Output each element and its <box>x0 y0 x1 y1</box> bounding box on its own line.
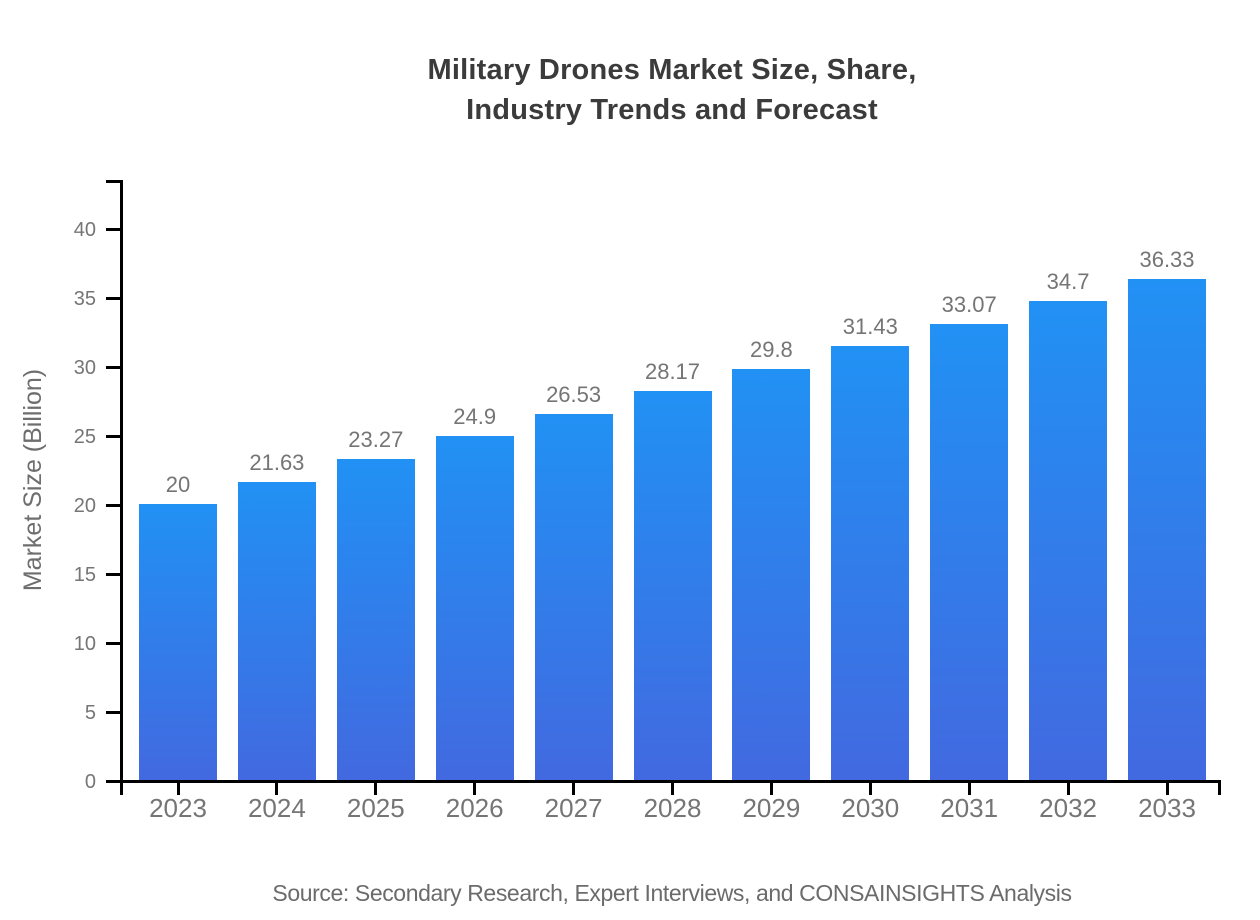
x-tick-label: 2023 <box>149 793 207 823</box>
bar-2026 <box>435 436 514 780</box>
y-axis-title: Market Size (Billion) <box>19 368 47 592</box>
x-tick <box>374 783 378 795</box>
bar-value-label: 21.63 <box>249 449 305 475</box>
x-tick-label: 2033 <box>1138 793 1196 823</box>
y-tick <box>106 435 120 438</box>
source-caption: Source: Secondary Research, Expert Inter… <box>272 880 1072 906</box>
y-tick <box>106 642 120 645</box>
y-tick-label: 40 <box>73 218 96 241</box>
bar-value-label: 29.8 <box>749 336 793 362</box>
bar-value-label: 28.17 <box>644 359 701 385</box>
x-tick-label: 2025 <box>346 793 405 823</box>
y-tick <box>106 297 120 300</box>
bar-2027 <box>534 413 613 780</box>
y-tick <box>106 573 120 576</box>
bar-value-label: 36.33 <box>1139 246 1195 272</box>
x-axis-spine <box>106 780 1221 783</box>
bar-value-label: 20 <box>165 472 191 497</box>
y-tick-label: 35 <box>73 287 96 310</box>
x-tick-label: 2027 <box>544 793 603 823</box>
x-tick <box>1165 783 1169 795</box>
x-tick-label: 2026 <box>445 793 504 823</box>
y-tick-label: 30 <box>73 356 96 379</box>
bar-2025 <box>336 458 415 780</box>
y-tick-label: 0 <box>84 770 96 793</box>
chart-title-line-1: Military Drones Market Size, Share, <box>427 54 917 86</box>
y-tick <box>106 504 120 507</box>
bar-2032 <box>1029 301 1108 780</box>
y-axis-spine <box>120 180 123 795</box>
x-tick <box>176 783 180 795</box>
bar-2023 <box>139 504 217 780</box>
bar-value-label: 31.43 <box>842 314 898 340</box>
x-tick <box>275 783 279 795</box>
chart-title: Military Drones Market Size, Share, Indu… <box>122 50 1222 130</box>
bar-value-label: 24.9 <box>453 404 497 430</box>
y-tick <box>106 780 120 783</box>
bar-2024 <box>237 481 316 780</box>
bar-2033 <box>1128 278 1206 780</box>
x-tick-label: 2032 <box>1039 793 1098 823</box>
y-tick <box>106 711 120 714</box>
bar-2028 <box>633 391 712 780</box>
bar-value-label: 23.27 <box>348 426 404 452</box>
x-tick <box>572 783 576 795</box>
y-tick <box>106 228 120 231</box>
bar-value-label: 33.07 <box>941 291 997 317</box>
x-axis-end-cap <box>1218 783 1221 795</box>
y-tick-label: 5 <box>84 701 96 724</box>
x-tick <box>769 783 773 795</box>
bar-2029 <box>732 368 811 780</box>
y-tick <box>106 366 120 369</box>
x-tick <box>1066 783 1070 795</box>
bar-value-label: 34.7 <box>1046 269 1090 295</box>
y-tick-label: 20 <box>73 494 96 517</box>
x-tick <box>671 783 674 795</box>
bar-2030 <box>831 346 910 780</box>
chart-title-line-2: Industry Trends and Forecast <box>466 94 878 126</box>
y-tick-label: 10 <box>73 632 96 655</box>
y-tick-label: 25 <box>73 425 96 448</box>
bar-2031 <box>930 323 1009 780</box>
x-tick-label: 2031 <box>940 793 999 823</box>
y-axis-end-cap <box>106 180 120 183</box>
bar-value-label: 26.53 <box>546 381 602 407</box>
x-tick <box>967 783 971 795</box>
x-tick-label: 2024 <box>247 793 306 823</box>
x-tick-label: 2030 <box>841 793 900 823</box>
x-tick-label: 2029 <box>742 793 801 823</box>
y-tick-label: 15 <box>73 563 96 586</box>
x-tick <box>868 783 872 795</box>
x-tick-label: 2028 <box>643 793 702 823</box>
x-tick <box>473 783 477 795</box>
